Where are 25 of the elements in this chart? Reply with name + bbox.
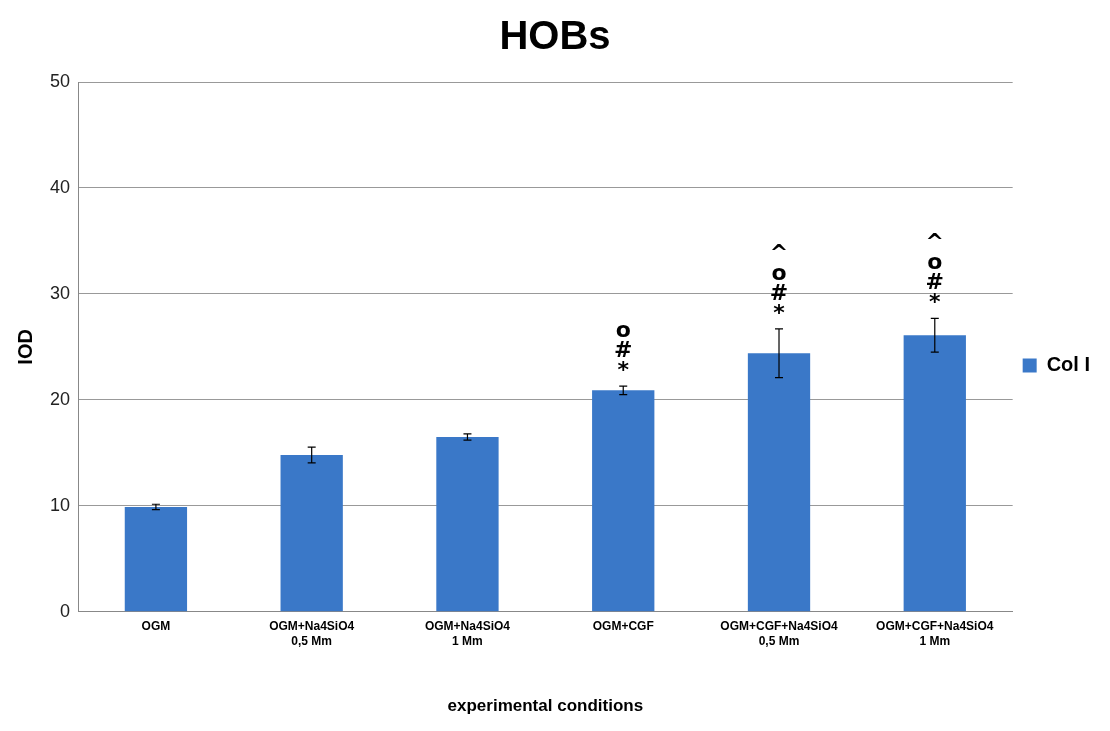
chart-title: HOBs xyxy=(499,13,611,58)
y-tick-label: 50 xyxy=(49,70,71,91)
y-tick-label: 0 xyxy=(60,600,71,621)
x-tick-label: OGM+CGF+Na4SiO4 1 Mm xyxy=(876,619,994,648)
legend-label: Col I xyxy=(1046,353,1091,376)
y-tick-label: 30 xyxy=(49,282,71,303)
bar xyxy=(592,390,655,612)
y-tick-label: 10 xyxy=(49,494,71,515)
bar xyxy=(280,454,343,612)
x-axis-title: experimental conditions xyxy=(447,696,644,716)
x-tick-label: OGM+Na4SiO4 0,5 Mm xyxy=(269,619,355,648)
annotation: *#o^ xyxy=(925,229,944,315)
bar xyxy=(124,506,188,612)
y-tick-label: 20 xyxy=(49,388,71,409)
x-tick-label: OGM xyxy=(141,619,171,634)
x-tick-label: OGM+CGF xyxy=(592,619,654,634)
annotation: *#o^ xyxy=(769,239,789,325)
x-tick-label: OGM+CGF+Na4SiO4 0,5 Mm xyxy=(720,619,839,648)
bar xyxy=(747,353,811,612)
y-tick-label: 40 xyxy=(49,176,71,197)
bar xyxy=(436,436,499,612)
y-axis-title: IOD xyxy=(13,329,36,365)
bar xyxy=(903,335,966,612)
x-tick-label: OGM+Na4SiO4 1 Mm xyxy=(424,619,511,648)
annotation: *#o xyxy=(614,316,633,382)
